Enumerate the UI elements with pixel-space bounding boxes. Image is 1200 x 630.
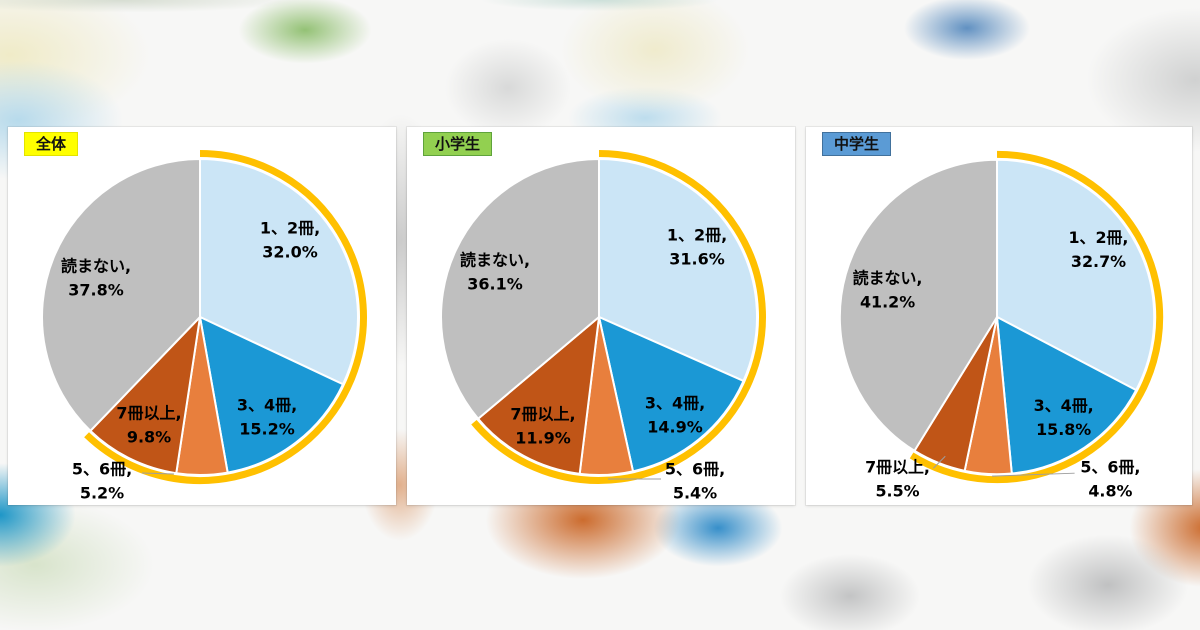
slice-label-7冊以上: 7冊以上, — [116, 404, 181, 423]
slice-label-1、2冊: 1、2冊, — [667, 226, 727, 245]
slice-value-3、4冊: 15.2% — [239, 420, 295, 439]
slice-value-3、4冊: 15.8% — [1036, 420, 1091, 439]
leader-line-5、6冊 — [141, 472, 175, 475]
slice-label-5、6冊: 5、6冊, — [72, 460, 132, 479]
slice-value-読まない: 37.8% — [68, 281, 124, 300]
slice-value-5、6冊: 5.4% — [673, 484, 717, 503]
group-label: 全体 — [36, 135, 67, 153]
highlight-arc — [909, 150, 1164, 484]
slice-label-5、6冊: 5、6冊, — [665, 460, 725, 479]
pie-slice-読まない — [440, 158, 600, 420]
slice-label-3、4冊: 3、4冊, — [645, 394, 705, 413]
slice-label-5、6冊: 5、6冊, — [1080, 458, 1140, 477]
pie-slice-読まない — [838, 158, 999, 452]
chart-panel-zentai: 全体 1、2冊, 32.0% 3、4冊, 15.2% 5、6冊, 5.2% 7冊以上, 9.8… — [8, 127, 396, 505]
leader-line-7冊以上 — [932, 455, 946, 469]
slice-value-3、4冊: 14.9% — [647, 418, 703, 437]
pie-slice-読まない — [41, 158, 201, 432]
pie-slice-3、4冊 — [598, 316, 745, 473]
group-label: 中学生 — [834, 135, 880, 153]
slice-label-7冊以上: 7冊以上, — [865, 458, 930, 477]
pie-slice-7冊以上 — [477, 316, 600, 475]
slice-value-1、2冊: 32.7% — [1071, 252, 1126, 271]
pie-slice-7冊以上 — [89, 316, 201, 475]
slice-value-7冊以上: 9.8% — [127, 428, 171, 447]
slice-value-読まない: 41.2% — [860, 293, 915, 312]
highlight-arc — [84, 150, 367, 484]
chart-panel-shogakusei: 小学生 1、2冊, 31.6% 3、4冊, 14.9% 5、6冊, 5.4% 7冊以上, 11… — [407, 127, 795, 505]
slice-label-読まない: 読まない, — [853, 269, 923, 288]
slice-value-5、6冊: 5.2% — [80, 484, 124, 503]
group-label: 小学生 — [435, 135, 481, 153]
slice-label-7冊以上: 7冊以上, — [510, 405, 575, 424]
slice-value-1、2冊: 32.0% — [262, 243, 318, 262]
slice-label-3、4冊: 3、4冊, — [237, 396, 297, 415]
highlight-arc — [471, 150, 766, 484]
slice-value-5、6冊: 4.8% — [1088, 482, 1132, 501]
slice-label-3、4冊: 3、4冊, — [1034, 396, 1094, 415]
slice-label-1、2冊: 1、2冊, — [260, 219, 320, 238]
pie-slice-1、2冊 — [199, 158, 359, 386]
group-label-badge-shogakusei: 小学生 — [423, 132, 493, 156]
chart-panel-chugakusei: 中学生 1、2冊, 32.7% 3、4冊, 15.8% 5、6冊, 4.8% 7冊以上, 5.… — [806, 127, 1192, 505]
pie-chart-chugakusei: 1、2冊, 32.7% 3、4冊, 15.8% 5、6冊, 4.8% 7冊以上, 5.5% 読ま… — [838, 150, 1164, 501]
group-label-badge-zentai: 全体 — [24, 132, 79, 156]
pie-slice-3、4冊 — [199, 316, 344, 474]
slice-label-読まない: 読まない, — [460, 251, 530, 270]
pie-slice-1、2冊 — [996, 158, 1156, 392]
pie-chart-zentai: 1、2冊, 32.0% 3、4冊, 15.2% 5、6冊, 5.2% 7冊以上, 9.8% 読ま… — [41, 150, 367, 503]
pie-slice-1、2冊 — [598, 158, 758, 382]
pie-chart-shogakusei: 1、2冊, 31.6% 3、4冊, 14.9% 5、6冊, 5.4% 7冊以上, 11.9% 読… — [440, 150, 766, 503]
leader-line-5、6冊 — [992, 472, 1075, 477]
slice-label-1、2冊: 1、2冊, — [1068, 228, 1128, 247]
slice-value-7冊以上: 5.5% — [875, 482, 919, 501]
group-label-badge-chugakusei: 中学生 — [822, 132, 892, 156]
slice-value-読まない: 36.1% — [467, 275, 523, 294]
slice-value-1、2冊: 31.6% — [669, 250, 725, 269]
pie-slice-3、4冊 — [996, 316, 1138, 475]
slice-value-7冊以上: 11.9% — [515, 429, 571, 448]
slice-label-読まない: 読まない, — [61, 257, 131, 276]
